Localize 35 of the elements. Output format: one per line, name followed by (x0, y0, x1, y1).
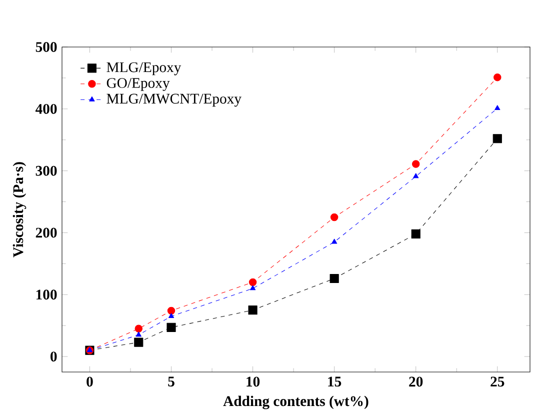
point (248, 278, 257, 286)
point (332, 238, 338, 244)
point (248, 306, 258, 315)
x-tick-label: 20 (409, 376, 423, 387)
x-tick-label: 15 (328, 376, 342, 387)
point (168, 313, 174, 318)
x-tick-label: 0 (86, 376, 93, 387)
point (166, 322, 176, 332)
y-tick-label: 300 (36, 166, 57, 176)
point (167, 306, 176, 315)
point (134, 324, 143, 333)
legend-label: MLG/Epoxy (106, 62, 182, 76)
x-tick-label: 10 (246, 376, 260, 387)
point (412, 160, 420, 168)
y-tick-label: 0 (50, 352, 57, 362)
point (330, 274, 339, 284)
y-tick-label: 400 (36, 104, 57, 114)
point (413, 173, 419, 178)
point (134, 338, 144, 347)
y-tick-label: 200 (36, 228, 57, 238)
point (136, 332, 142, 337)
legend-label: MLG/MWCNT/Epoxy (106, 94, 242, 107)
y-tick-label: 100 (36, 290, 57, 300)
legend-label: GO/Epoxy (106, 78, 170, 91)
point (250, 285, 256, 290)
y-tick-label: 500 (36, 42, 57, 52)
point (492, 134, 502, 144)
point (494, 73, 502, 82)
point (494, 105, 500, 110)
point (330, 213, 338, 222)
x-axis-title: Adding contents (wt%) (223, 396, 368, 410)
y-axis-title: Viscosity (Pa·s) (12, 162, 26, 258)
x-tick-label: 5 (168, 376, 174, 386)
point (411, 229, 420, 238)
x-tick-label: 25 (490, 376, 504, 387)
